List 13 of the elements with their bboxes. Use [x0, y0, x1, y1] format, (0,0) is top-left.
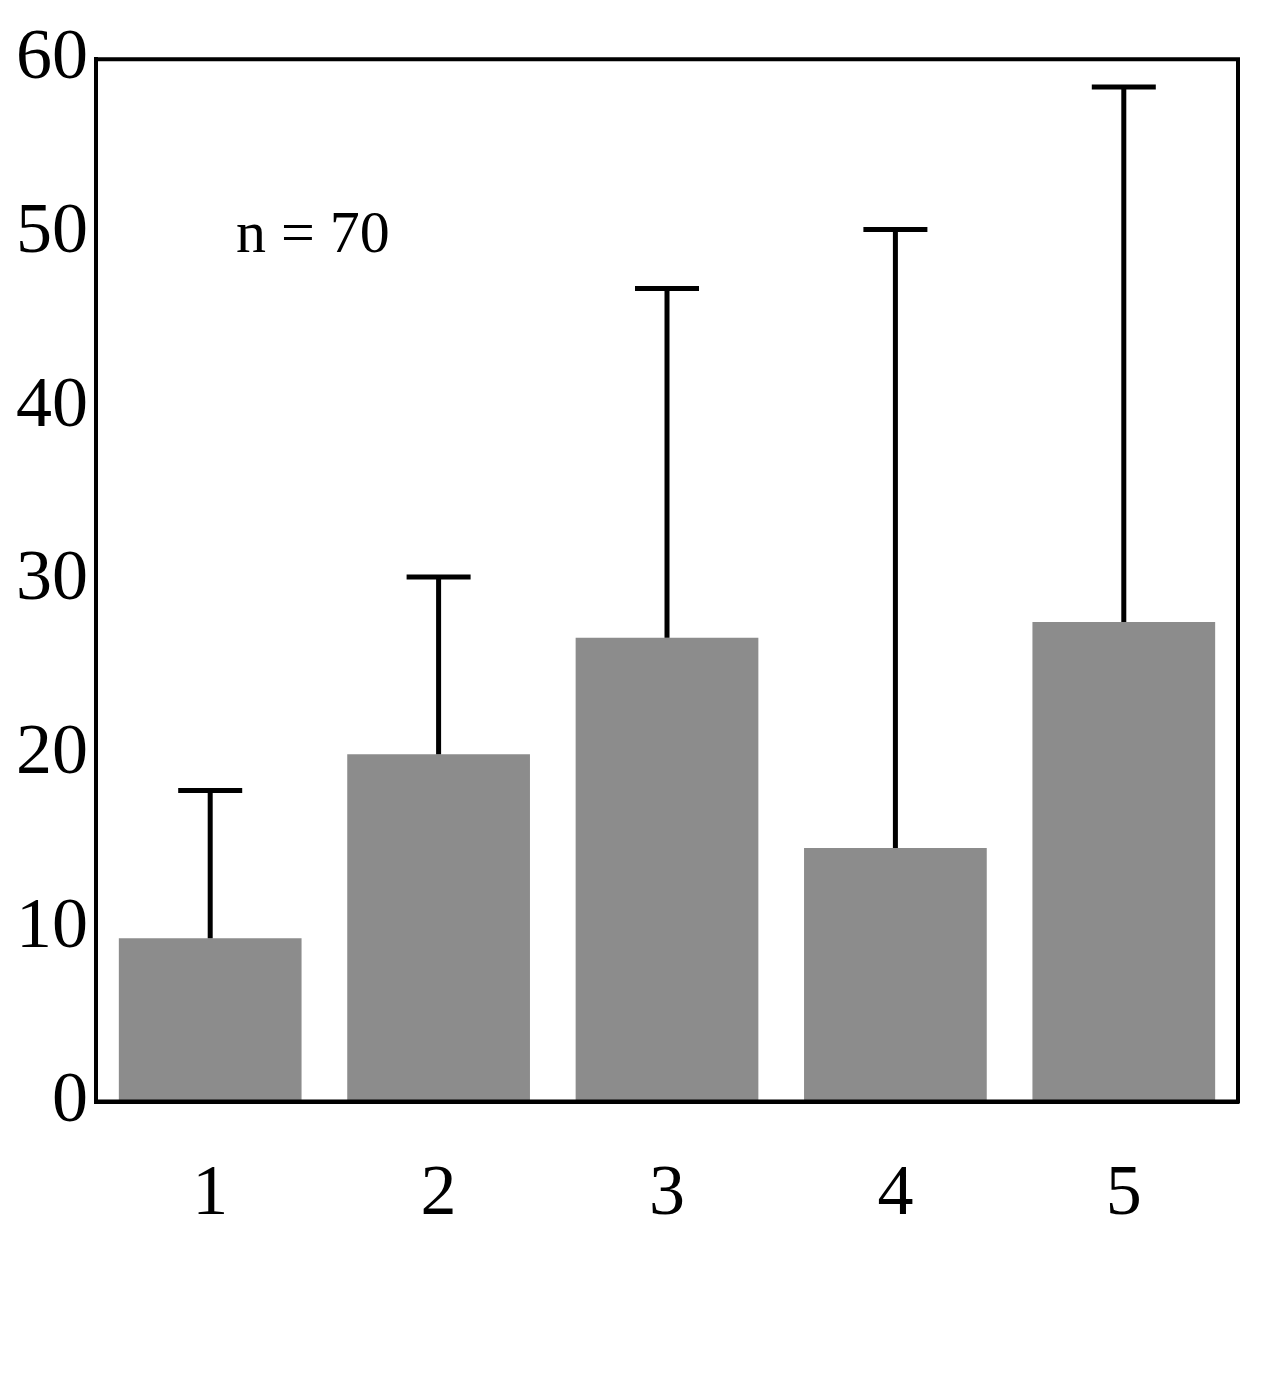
y-tick-label: 20: [16, 709, 88, 790]
x-tick-label: 4: [877, 1149, 914, 1230]
x-tick-label: 2: [420, 1149, 457, 1230]
y-tick-label: 30: [16, 535, 88, 616]
annotation: n = 70: [236, 199, 390, 266]
y-tick-label: 10: [16, 882, 88, 963]
y-tick-label: 0: [52, 1056, 88, 1137]
y-tick-label: 40: [16, 361, 88, 442]
x-tick-label: 3: [649, 1149, 685, 1230]
y-tick-label: 50: [16, 187, 88, 268]
x-tick-label: 1: [192, 1149, 229, 1230]
x-tick-label: 5: [1105, 1149, 1142, 1230]
y-tick-label: 60: [16, 14, 88, 95]
